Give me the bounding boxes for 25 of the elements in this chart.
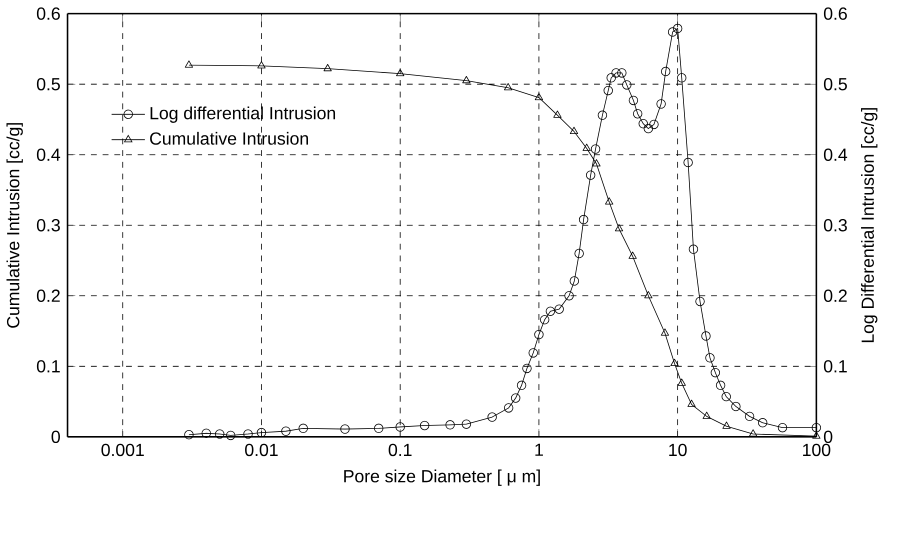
legend-label: Log differential Intrusion bbox=[150, 106, 336, 123]
y-tick-label: 0.6 bbox=[36, 7, 60, 20]
y-tick-label: 0.3 bbox=[36, 218, 60, 232]
y-tick-label: 0.1 bbox=[36, 360, 60, 372]
x-tick-label: 1 bbox=[535, 444, 543, 456]
x-tick-label: 0.01 bbox=[245, 444, 278, 456]
y2-tick-label: 0.4 bbox=[824, 148, 848, 161]
y2-tick-label: 0.6 bbox=[824, 7, 847, 20]
x-tick-label: 0.001 bbox=[101, 444, 144, 456]
x-tick-label: 10 bbox=[669, 444, 687, 456]
y-tick-label: 0.4 bbox=[36, 148, 60, 161]
legend-label: Cumulative Intrusion bbox=[150, 132, 308, 145]
x-axis-title: Pore size Diameter [ μ m] bbox=[344, 469, 540, 486]
y-tick-label: 0.5 bbox=[36, 78, 60, 90]
y-tick-label: 0 bbox=[52, 430, 60, 443]
x-tick-label: 100 bbox=[803, 444, 830, 456]
y2-axis-title: Log Differential Intrusion [cc/g] bbox=[861, 108, 878, 342]
y-tick-label: 0.2 bbox=[36, 289, 60, 302]
y2-tick-label: 0.2 bbox=[824, 289, 847, 302]
y2-tick-label: 0.3 bbox=[824, 218, 847, 232]
x-tick-label: 0.1 bbox=[388, 444, 412, 456]
y2-tick-label: 0.1 bbox=[824, 360, 847, 372]
y2-tick-label: 0 bbox=[824, 430, 832, 443]
y-axis-title: Cumulative Intrusion [cc/g] bbox=[6, 122, 23, 328]
y2-tick-label: 0.5 bbox=[824, 78, 847, 90]
